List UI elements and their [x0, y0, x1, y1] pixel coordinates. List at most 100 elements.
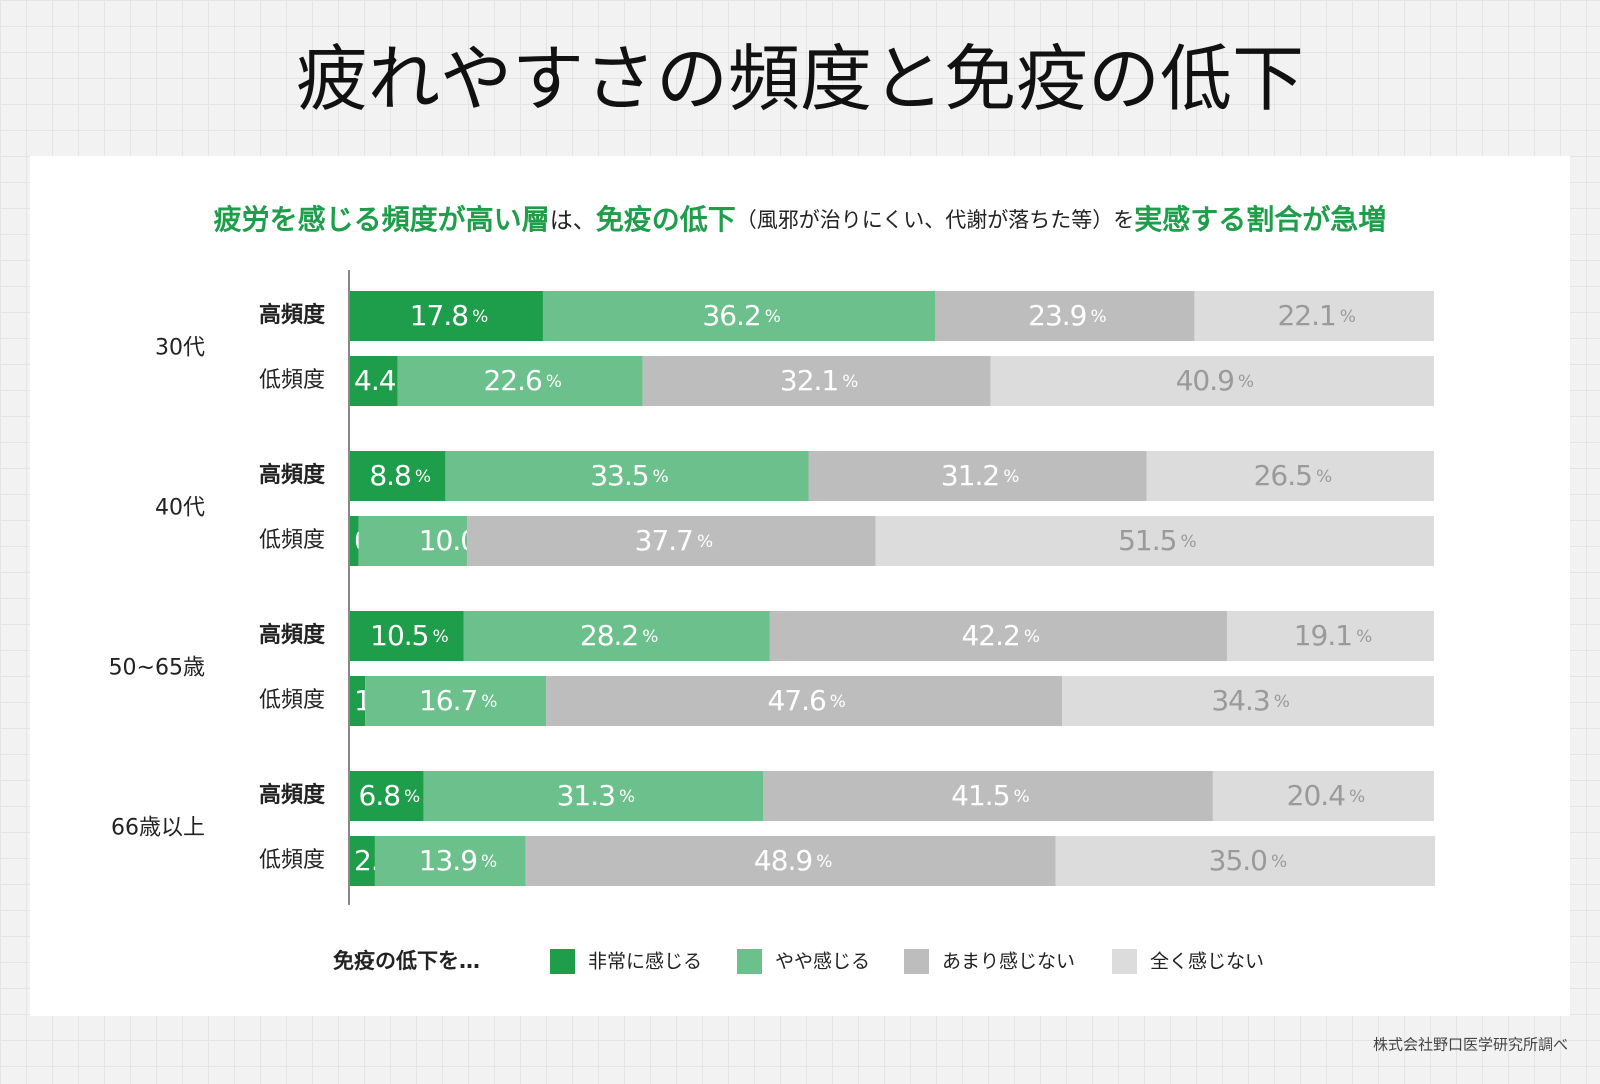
value-number: 48.9	[754, 844, 812, 877]
value-suffix: %	[765, 307, 781, 327]
value-suffix: %	[1003, 467, 1019, 487]
bar-segment	[350, 291, 543, 341]
subtitle-part: 免疫の低下	[596, 203, 736, 236]
value-suffix: %	[1340, 307, 1356, 327]
bar-segment	[990, 356, 1434, 406]
bar-segment	[350, 771, 424, 821]
bar-segment	[350, 451, 446, 501]
bar-segment	[350, 836, 375, 886]
value-label: 22.1%	[1277, 299, 1355, 332]
value-suffix: %	[816, 852, 832, 872]
value-label: 19.1%	[1294, 619, 1372, 652]
bar-segment	[763, 771, 1213, 821]
panel	[30, 156, 1570, 1016]
value-number: 34.3	[1211, 684, 1269, 717]
value-suffix: %	[1271, 852, 1287, 872]
value-suffix: %	[433, 627, 449, 647]
value-label: 32.1%	[780, 364, 858, 397]
value-suffix: %	[481, 852, 497, 872]
value-number: 22.6	[483, 364, 542, 397]
value-number: 17.8	[410, 299, 468, 332]
bar-segment	[350, 356, 398, 406]
value-number: 23.9	[1028, 299, 1086, 332]
value-number: 4.4	[354, 364, 396, 397]
value-label: 10.5%	[370, 619, 448, 652]
value-suffix: %	[1090, 307, 1106, 327]
bar-segment	[397, 356, 643, 406]
y-tick-label: 高頻度	[259, 462, 326, 488]
bar-segment	[935, 291, 1195, 341]
y-tick-label: 低頻度	[259, 528, 325, 553]
bar-segment	[350, 611, 464, 661]
subtitle-part: 実感する割合が急増	[1134, 203, 1386, 236]
value-label: 23.9%	[1028, 299, 1106, 332]
value-suffix: %	[830, 692, 846, 712]
value-label: 37.7%	[635, 524, 713, 557]
value-label: 17.8%	[410, 299, 488, 332]
y-tick-label: 高頻度	[259, 302, 326, 328]
value-suffix: %	[1238, 372, 1254, 392]
chart-title: 疲れやすさの頻度と免疫の低下	[296, 37, 1304, 121]
value-number: 28.2	[580, 619, 638, 652]
value-suffix: %	[1274, 692, 1290, 712]
legend-swatch	[550, 949, 575, 974]
value-suffix: %	[1180, 532, 1196, 552]
value-number: 10.5	[370, 619, 428, 652]
value-number: 40.9	[1176, 364, 1234, 397]
value-suffix: %	[1356, 627, 1372, 647]
y-tick-label: 低頻度	[259, 368, 325, 393]
chart-subtitle: 疲労を感じる頻度が高い層は、免疫の低下（風邪が治りにくい、代謝が落ちた等）を実感…	[214, 203, 1387, 236]
value-label: 40.9%	[1176, 364, 1254, 397]
legend-label: やや感じる	[775, 951, 870, 973]
value-suffix: %	[472, 307, 488, 327]
value-label: 13.9%	[419, 844, 497, 877]
bar-segment	[423, 771, 764, 821]
value-number: 26.5	[1254, 459, 1312, 492]
value-number: 13.9	[419, 844, 477, 877]
bar-segment	[463, 611, 770, 661]
value-label: 20.4%	[1287, 779, 1365, 812]
group-label: 40代	[155, 496, 205, 521]
bar-segment	[350, 676, 366, 726]
subtitle-part: は、	[550, 208, 596, 234]
value-number: 16.7	[419, 684, 477, 717]
value-label: 8.8%	[369, 459, 431, 492]
value-number: 19.1	[1294, 619, 1352, 652]
value-suffix: %	[1349, 787, 1365, 807]
group-label: 30代	[155, 336, 205, 361]
bar-segment	[365, 676, 547, 726]
value-number: 31.3	[557, 779, 615, 812]
value-number: 31.2	[941, 459, 999, 492]
bar-segment	[525, 836, 1056, 886]
value-number: 36.2	[702, 299, 760, 332]
bar-segment	[350, 516, 359, 566]
bar-segment	[445, 451, 809, 501]
bar-segment	[808, 451, 1147, 501]
value-label: 6.8%	[359, 779, 421, 812]
bar-segment	[1146, 451, 1434, 501]
bar-segment	[642, 356, 991, 406]
value-label: 31.3%	[557, 779, 635, 812]
y-tick-label: 高頻度	[259, 782, 326, 808]
y-tick-label: 低頻度	[259, 688, 325, 713]
bar-segment	[546, 676, 1063, 726]
value-label: 35.0%	[1209, 844, 1287, 877]
legend-swatch	[1112, 949, 1137, 974]
value-number: 41.5	[951, 779, 1009, 812]
value-suffix: %	[642, 627, 658, 647]
value-number: 47.6	[767, 684, 826, 717]
value-label: 42.2%	[961, 619, 1039, 652]
value-suffix: %	[1316, 467, 1332, 487]
bar-segment	[1062, 676, 1434, 726]
y-tick-label: 高頻度	[259, 622, 326, 648]
value-label: 41.5%	[951, 779, 1029, 812]
legend-label: あまり感じない	[942, 951, 1075, 973]
value-label: 26.5%	[1254, 459, 1332, 492]
subtitle-part: 疲労を感じる頻度が高い層	[214, 203, 550, 236]
value-suffix: %	[546, 372, 562, 392]
value-number: 22.1	[1277, 299, 1335, 332]
value-number: 20.4	[1287, 779, 1346, 812]
bar-segment	[374, 836, 526, 886]
